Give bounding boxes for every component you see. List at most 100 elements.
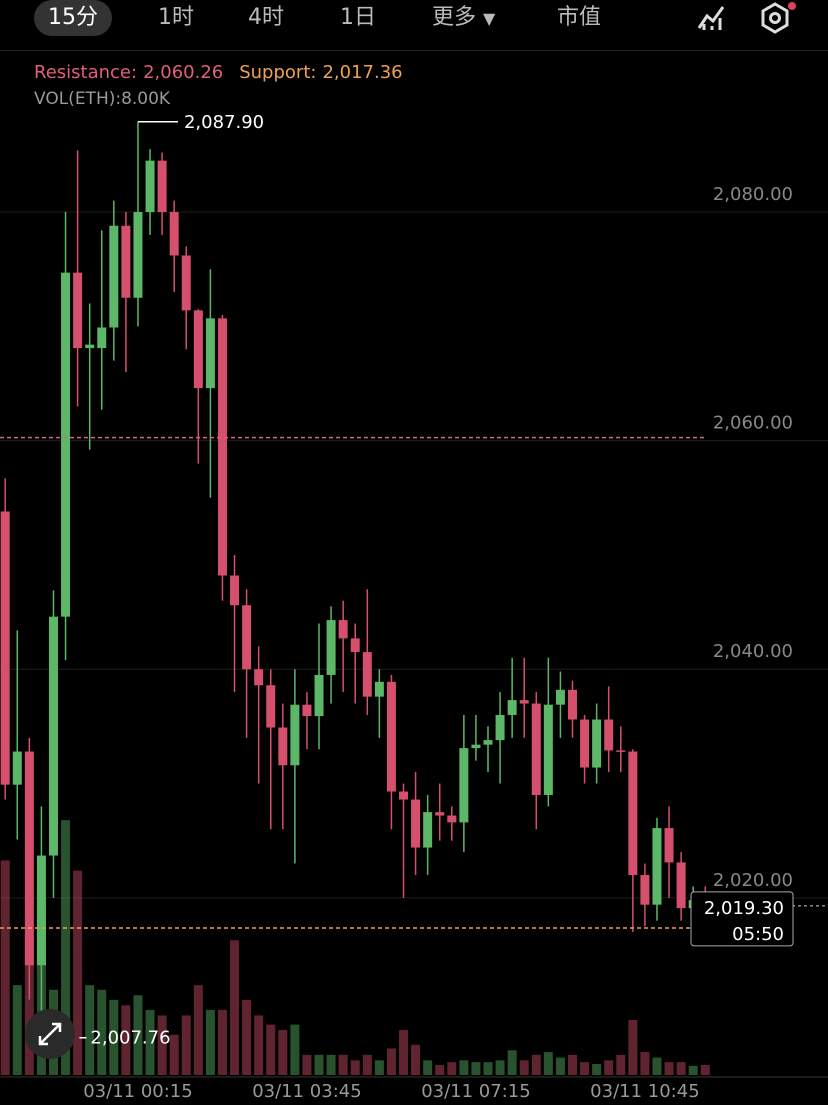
volume-bar: [278, 1030, 288, 1075]
volume-bar: [700, 1064, 710, 1075]
candle-body: [411, 799, 421, 848]
volume-bar: [290, 1024, 300, 1075]
y-tick-label: 2,040.00: [713, 641, 793, 662]
resistance-legend: Resistance: 2,060.26 Support: 2,017.36: [34, 62, 403, 83]
tab-more-label: 更多: [432, 5, 477, 30]
timeframe-tabs: 15分 1时 4时 1日 更多 ▼ 市值: [0, 0, 828, 51]
resistance-value: 2,060.26: [143, 62, 223, 83]
volume-bar: [314, 1054, 324, 1075]
tab-1h[interactable]: 1时: [158, 5, 194, 30]
candle-body: [447, 815, 457, 823]
volume-bar: [411, 1044, 421, 1075]
candle-body: [302, 704, 312, 717]
volume-bar: [664, 1062, 674, 1075]
candle-body: [362, 652, 372, 697]
tab-more[interactable]: 更多 ▼: [432, 0, 495, 36]
volume-bar: [350, 1060, 360, 1075]
volume-bar: [471, 1062, 481, 1075]
volume-bar: [326, 1054, 336, 1075]
candle-body: [567, 689, 577, 720]
candle-body: [338, 620, 348, 639]
volume-bar: [640, 1052, 650, 1075]
volume-bar: [266, 1024, 276, 1075]
low-marker-label: 2,007.76: [90, 1028, 170, 1049]
candle-body: [519, 700, 529, 704]
candle-body: [145, 160, 155, 213]
volume-bar: [616, 1054, 626, 1075]
settings-icon[interactable]: [758, 0, 798, 34]
candle-body: [459, 748, 469, 823]
volume-bar: [181, 1015, 191, 1075]
candle-body: [543, 704, 553, 795]
volume-bar: [169, 1034, 179, 1075]
candle-body: [423, 812, 433, 848]
candle-body: [471, 744, 481, 749]
high-marker-label: 2,087.90: [184, 112, 264, 133]
volume-bar: [676, 1062, 686, 1075]
volume-bar: [447, 1062, 457, 1075]
volume-bar: [157, 1015, 167, 1075]
support-value: 2,017.36: [322, 62, 402, 83]
volume-bar: [652, 1057, 662, 1075]
candle-body: [205, 318, 215, 389]
candle-body: [133, 212, 143, 298]
current-price-label: 2,019.30: [704, 898, 784, 919]
indicator-icon[interactable]: [696, 2, 726, 32]
volume-bar: [423, 1060, 433, 1075]
volume-bar: [193, 985, 203, 1075]
y-tick-label: 2,080.00: [713, 184, 793, 205]
dropdown-arrow: ▼: [483, 9, 496, 28]
candle-body: [628, 751, 638, 875]
x-tick-label: 03/11 07:15: [421, 1081, 530, 1102]
volume-bar: [133, 995, 143, 1075]
support-label: Support:: [239, 62, 316, 83]
volume-bar: [254, 1015, 264, 1075]
candle-body: [652, 828, 662, 905]
expand-icon: [38, 1022, 62, 1046]
tab-4h[interactable]: 4时: [248, 5, 284, 30]
volume-bar: [205, 1009, 215, 1075]
candle-body: [181, 255, 191, 311]
volume-bar: [386, 1048, 396, 1075]
candle-body: [278, 727, 288, 766]
tab-market-cap[interactable]: 市值: [557, 5, 602, 30]
x-tick-label: 03/11 10:45: [590, 1081, 699, 1102]
volume-bar: [543, 1052, 553, 1075]
volume-bar: [604, 1060, 614, 1075]
candle-body: [97, 327, 107, 349]
volume-bar: [495, 1060, 505, 1075]
countdown-label: 05:50: [732, 924, 784, 945]
volume-bar: [399, 1030, 409, 1075]
candle-body: [48, 616, 58, 856]
x-tick-label: 03/11 03:45: [252, 1081, 361, 1102]
candle-body: [24, 751, 34, 966]
volume-bar: [12, 985, 22, 1075]
candle-body: [604, 719, 614, 751]
candle-body: [217, 318, 227, 576]
candle-body: [640, 874, 650, 905]
candle-body: [386, 681, 396, 792]
candle-body: [121, 225, 131, 298]
candle-body: [314, 674, 324, 717]
volume-bar: [435, 1064, 445, 1075]
tab-1d[interactable]: 1日: [340, 5, 376, 30]
volume-bar: [628, 1020, 638, 1075]
volume-bar: [85, 985, 95, 1075]
volume-bar: [109, 999, 119, 1075]
volume-bar: [555, 1057, 565, 1075]
tab-15m[interactable]: 15分: [34, 0, 112, 36]
candle-body: [73, 272, 83, 349]
candle-body: [266, 685, 276, 728]
candle-body: [157, 160, 167, 213]
candle-body: [495, 714, 505, 741]
candle-body: [242, 605, 252, 670]
volume-bar: [592, 1064, 602, 1075]
candle-body: [374, 681, 384, 697]
expand-button[interactable]: [25, 1009, 75, 1059]
candle-body: [326, 620, 336, 675]
volume-bar: [580, 1062, 590, 1075]
volume-bar: [97, 989, 107, 1075]
candle-body: [531, 703, 541, 795]
